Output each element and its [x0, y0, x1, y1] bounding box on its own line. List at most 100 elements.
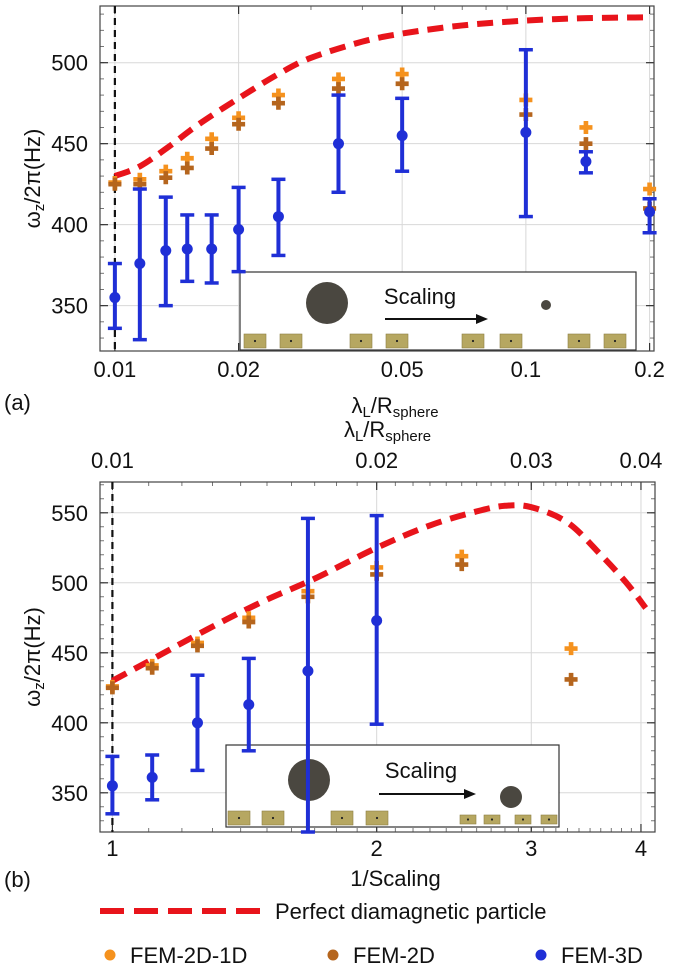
electrode-dot [490, 818, 494, 821]
perfect-diamagnetic-curve [113, 14, 650, 179]
plot-frame [99, 481, 656, 833]
legend: Perfect diamagnetic particle FEM-2D-1D FEM… [100, 899, 643, 968]
x-axis-label: λL/Rsphere [351, 393, 438, 421]
electrode-dot [359, 339, 363, 343]
x2-tick-label: 0.04 [620, 448, 663, 473]
y-tick-label: 400 [51, 213, 88, 238]
data-point [205, 142, 219, 156]
x-tick-label: 0.01 [93, 357, 136, 382]
data-point [643, 182, 657, 196]
data-point [331, 72, 346, 86]
y-tick-label: 500 [51, 51, 88, 76]
y-tick-label: 350 [51, 294, 88, 319]
plot-frame [99, 5, 655, 352]
data-point [205, 132, 219, 146]
panel-a: 0.01 0.02 0.05 0.1 0.2 350 400 450 500 λL/Rsphere… [4, 5, 665, 421]
data-point [233, 224, 245, 236]
y-tick-label: 500 [51, 571, 88, 596]
legend-perfect-label: Perfect diamagnetic particle [275, 899, 546, 924]
legend-label-fem-2d-1d: FEM-2D-1D [130, 943, 247, 968]
x-tick-label: 0.02 [217, 357, 260, 382]
electrode-dot [521, 818, 525, 821]
data-point [272, 211, 284, 223]
data-point [146, 771, 158, 783]
data-point [271, 88, 285, 102]
data-point [242, 615, 256, 629]
series-fem-3d [105, 513, 384, 834]
data-point [580, 155, 592, 167]
x-tick-label: 2 [371, 836, 383, 861]
data-point [159, 171, 173, 185]
series-fem-3d [107, 47, 657, 342]
panel-b: 1 2 3 4 350 400 450 500 550 0.01 0.02 0.03 0.04 1/Sca… [4, 417, 662, 892]
x2-axis-label: λL/Rsphere [344, 417, 431, 445]
y-tick-label: 400 [51, 711, 88, 736]
large-sphere [306, 282, 348, 324]
data-point [371, 615, 383, 627]
data-point [180, 161, 194, 175]
x-tick-label: 0.1 [511, 357, 542, 382]
small-sphere [500, 786, 522, 808]
data-point [191, 717, 203, 729]
y-axis-label: ωz/2π(Hz) [20, 129, 48, 229]
electrode-dot [237, 816, 241, 820]
legend-swatch-fem-3d [535, 949, 547, 961]
electrode-dot [340, 816, 344, 820]
y-axis-label: ωz/2π(Hz) [20, 607, 48, 707]
x-tick-label: 4 [635, 836, 647, 861]
electrode-dot [547, 818, 551, 821]
data-point [133, 177, 147, 191]
electrode-dot [271, 816, 275, 820]
electrode-dot [613, 339, 617, 343]
legend-label-fem-3d: FEM-3D [561, 943, 643, 968]
data-point [105, 681, 119, 695]
inset-diagram: Scaling [239, 271, 637, 351]
x-axis-label: 1/Scaling [350, 866, 441, 891]
data-point [160, 245, 172, 257]
data-point [271, 96, 285, 110]
data-point [395, 77, 409, 91]
data-point [520, 126, 532, 138]
perfect-diamagnetic-curve [110, 502, 649, 684]
electrode-dot [395, 339, 399, 343]
inset-diagram: Scaling [225, 744, 560, 828]
electrode-dot [375, 816, 379, 820]
data-point [206, 243, 218, 255]
data-point [331, 82, 346, 96]
data-point [455, 558, 469, 572]
legend-swatch-fem-2d-1d [104, 949, 116, 961]
inset-scaling-label: Scaling [384, 284, 456, 309]
x2-tick-label: 0.01 [91, 448, 134, 473]
scaling-arrow-head [464, 789, 476, 799]
panel-label: (b) [4, 867, 31, 892]
legend-swatch-fem-2d [327, 949, 339, 961]
data-point [134, 258, 146, 270]
data-point [243, 699, 255, 711]
electrode-dot [289, 339, 293, 343]
scaling-arrow-head [476, 314, 488, 324]
data-point [108, 177, 122, 191]
data-point [232, 117, 246, 131]
x2-tick-label: 0.03 [510, 448, 553, 473]
x-tick-label: 1 [106, 836, 118, 861]
y-tick-label: 550 [51, 501, 88, 526]
electrode-dot [253, 339, 257, 343]
small-sphere [541, 300, 551, 310]
electrode-dot [509, 339, 513, 343]
data-point [455, 549, 469, 563]
x-tick-label: 3 [525, 836, 537, 861]
y-tick-label: 450 [51, 132, 88, 157]
data-point [579, 120, 593, 135]
data-point [190, 639, 205, 653]
data-point [395, 67, 409, 81]
data-point [106, 780, 118, 792]
x2-tick-label: 0.02 [355, 448, 398, 473]
data-point [396, 130, 408, 142]
panel-label: (a) [4, 390, 31, 415]
electrode-dot [471, 339, 475, 343]
data-point [302, 665, 314, 677]
data-point [564, 672, 578, 686]
x-tick-label: 0.05 [381, 357, 424, 382]
data-point [180, 151, 194, 165]
inset-scaling-label: Scaling [385, 758, 457, 783]
